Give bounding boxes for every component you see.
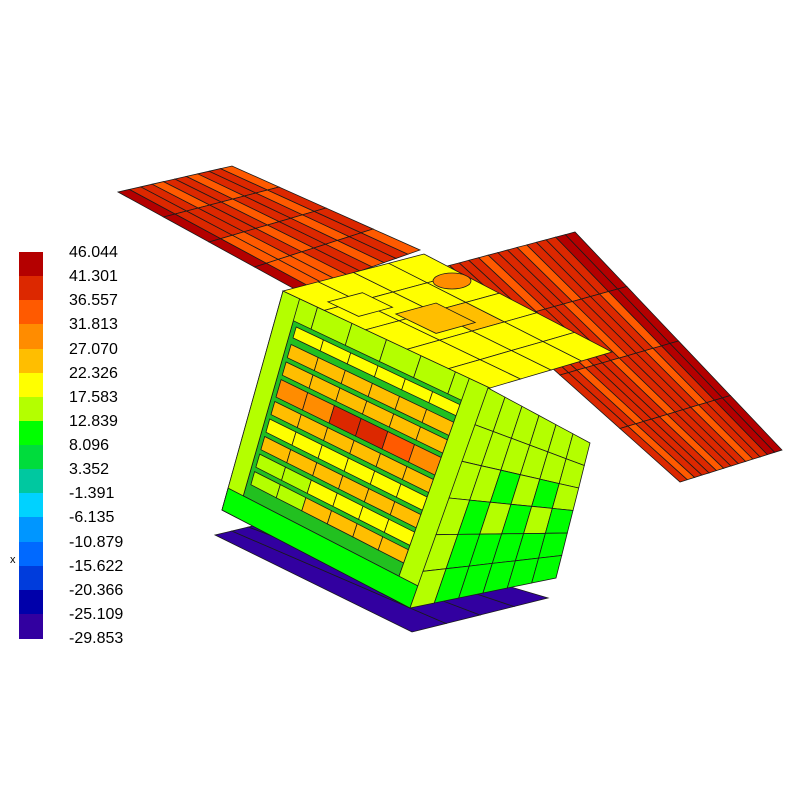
legend-label: -20.366	[69, 581, 124, 599]
legend-band	[19, 589, 43, 615]
axis-label-x: x	[10, 554, 16, 566]
right-solar-panel-element	[721, 395, 783, 453]
legend-label: 46.044	[69, 244, 118, 261]
legend-band	[19, 420, 43, 446]
legend-band	[19, 493, 43, 518]
legend-band	[19, 541, 43, 567]
legend-label: -25.109	[69, 605, 124, 623]
legend-label: 12.839	[69, 412, 118, 430]
legend-label: 31.813	[69, 316, 118, 334]
legend-band	[19, 613, 43, 639]
legend-label: -15.622	[69, 557, 124, 575]
antenna-disc	[432, 272, 472, 290]
color-legend: 46.044 41.301 36.557 31.813 27.070 22.326 17.5…	[19, 245, 123, 647]
legend-band	[19, 276, 43, 301]
legend-label: -10.879	[69, 533, 124, 551]
legend-band	[19, 445, 43, 470]
legend-label: 41.301	[69, 268, 118, 286]
left-solar-panel-element	[359, 228, 422, 255]
legend-label: 27.070	[69, 340, 118, 358]
legend-band	[19, 348, 43, 374]
top-face-component	[326, 292, 394, 317]
legend-label: -29.853	[69, 630, 124, 647]
legend-label: 36.557	[69, 292, 118, 310]
legend-label: -6.135	[69, 509, 115, 527]
legend-band	[19, 300, 43, 325]
legend-label: 8.096	[69, 437, 110, 454]
legend-label: 3.352	[69, 461, 110, 479]
legend-band	[19, 252, 43, 277]
right-face-element	[531, 555, 563, 584]
legend-label: -1.391	[69, 485, 115, 503]
legend-band	[19, 517, 43, 542]
legend-band	[19, 372, 43, 398]
legend-band	[19, 324, 43, 349]
legend-label: 22.326	[69, 364, 118, 382]
top-face-component	[394, 302, 477, 334]
top-face-element	[541, 331, 614, 362]
legend-band	[19, 396, 43, 422]
legend-band	[19, 469, 43, 494]
legend-band	[19, 565, 43, 591]
legend-label: 17.583	[69, 388, 118, 406]
